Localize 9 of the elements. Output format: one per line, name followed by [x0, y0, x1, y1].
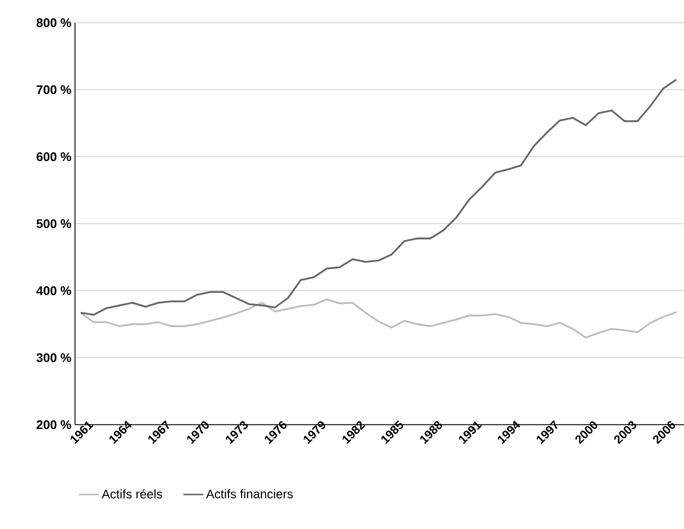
- legend-label: Actifs réels: [102, 489, 162, 498]
- y-tick-label: 800 %: [36, 18, 72, 28]
- y-tick-label: 300 %: [36, 353, 72, 362]
- y-tick-label: 400 %: [36, 286, 72, 296]
- legend-label: Actifs financiers: [206, 489, 293, 498]
- y-tick-label: 500 %: [36, 219, 72, 228]
- y-tick-label: 600 %: [36, 152, 72, 162]
- y-tick-label: 700 %: [36, 85, 72, 94]
- y-tick-label: 200 %: [36, 420, 72, 430]
